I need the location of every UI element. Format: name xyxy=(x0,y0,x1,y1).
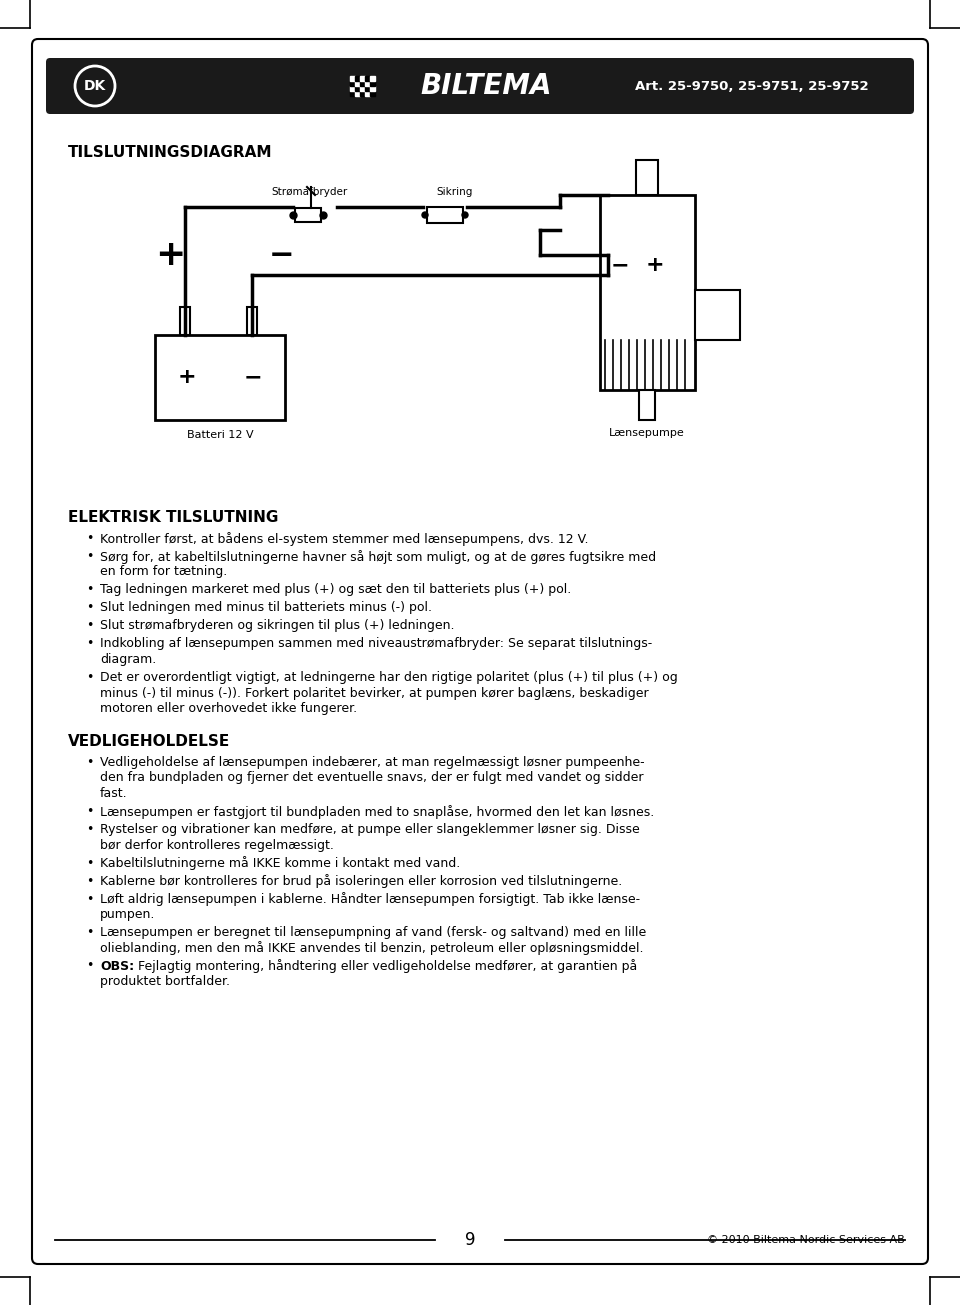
Circle shape xyxy=(462,211,468,218)
Bar xyxy=(350,86,355,91)
Text: 9: 9 xyxy=(465,1231,475,1249)
Text: •: • xyxy=(86,805,93,818)
Text: Batteri 12 V: Batteri 12 V xyxy=(186,431,253,440)
Text: Lænsepumpe: Lænsepumpe xyxy=(610,428,684,438)
Bar xyxy=(350,81,355,86)
Bar xyxy=(360,76,365,81)
Text: Kablerne bør kontrolleres for brud på isoleringen eller korrosion ved tilslutnin: Kablerne bør kontrolleres for brud på is… xyxy=(100,874,622,889)
Text: Løft aldrig lænsepumpen i kablerne. Håndter lænsepumpen forsigtigt. Tab ikke læn: Løft aldrig lænsepumpen i kablerne. Hånd… xyxy=(100,893,640,907)
Bar xyxy=(360,91,365,97)
Text: © 2010 Biltema Nordic Services AB: © 2010 Biltema Nordic Services AB xyxy=(708,1235,905,1245)
Text: •: • xyxy=(86,602,93,615)
Text: −: − xyxy=(611,254,630,275)
Text: diagram.: diagram. xyxy=(100,652,156,666)
Text: •: • xyxy=(86,856,93,869)
FancyBboxPatch shape xyxy=(32,39,928,1265)
Text: •: • xyxy=(86,756,93,769)
Text: •: • xyxy=(86,532,93,545)
Text: bør derfor kontrolleres regelmæssigt.: bør derfor kontrolleres regelmæssigt. xyxy=(100,839,334,851)
Text: Art. 25-9750, 25-9751, 25-9752: Art. 25-9750, 25-9751, 25-9752 xyxy=(635,80,869,93)
Bar xyxy=(639,390,655,420)
Text: +: + xyxy=(646,254,664,275)
Text: •: • xyxy=(86,959,93,972)
Bar xyxy=(360,81,365,86)
Text: fast.: fast. xyxy=(100,787,128,800)
Text: −: − xyxy=(269,240,295,270)
Text: •: • xyxy=(86,874,93,887)
Bar xyxy=(370,91,375,97)
Bar xyxy=(427,207,463,223)
Text: Kabeltilslutningerne må IKKE komme i kontakt med vand.: Kabeltilslutningerne må IKKE komme i kon… xyxy=(100,856,460,870)
Text: Kontroller først, at bådens el-system stemmer med lænsepumpens, dvs. 12 V.: Kontroller først, at bådens el-system st… xyxy=(100,532,588,545)
Bar xyxy=(360,86,365,91)
Text: Indkobling af lænsepumpen sammen med niveaustrømafbryder: Se separat tilslutning: Indkobling af lænsepumpen sammen med niv… xyxy=(100,638,652,650)
Bar xyxy=(355,91,360,97)
Text: Lænsepumpen er fastgjort til bundpladen med to snaplåse, hvormed den let kan løs: Lænsepumpen er fastgjort til bundpladen … xyxy=(100,805,655,820)
Text: •: • xyxy=(86,927,93,940)
Bar xyxy=(370,86,375,91)
Text: den fra bundpladen og fjerner det eventuelle snavs, der er fulgt med vandet og s: den fra bundpladen og fjerner det eventu… xyxy=(100,771,643,784)
Bar xyxy=(365,91,370,97)
Bar xyxy=(350,91,355,97)
Text: Strømafbryder: Strømafbryder xyxy=(272,187,348,197)
Text: minus (-) til minus (-)). Forkert polaritet bevirker, at pumpen kører baglæns, b: minus (-) til minus (-)). Forkert polari… xyxy=(100,686,649,699)
Text: Sikring: Sikring xyxy=(437,187,473,197)
Text: •: • xyxy=(86,549,93,562)
Text: VEDLIGEHOLDELSE: VEDLIGEHOLDELSE xyxy=(68,733,230,749)
Text: Fejlagtig montering, håndtering eller vedligeholdelse medfører, at garantien på: Fejlagtig montering, håndtering eller ve… xyxy=(138,959,637,974)
Text: pumpen.: pumpen. xyxy=(100,908,156,921)
Text: +: + xyxy=(155,238,185,271)
Bar xyxy=(355,81,360,86)
Text: •: • xyxy=(86,638,93,650)
Text: •: • xyxy=(86,620,93,633)
Text: Tag ledningen markeret med plus (+) og sæt den til batteriets plus (+) pol.: Tag ledningen markeret med plus (+) og s… xyxy=(100,583,571,596)
Text: Lænsepumpen er beregnet til lænsepumpning af vand (fersk- og saltvand) med en li: Lænsepumpen er beregnet til lænsepumpnin… xyxy=(100,927,646,940)
Text: +: + xyxy=(178,367,196,388)
Text: Slut strømafbryderen og sikringen til plus (+) ledningen.: Slut strømafbryderen og sikringen til pl… xyxy=(100,620,454,633)
Text: OBS:: OBS: xyxy=(100,959,134,972)
Text: en form for tætning.: en form for tætning. xyxy=(100,565,228,578)
Text: •: • xyxy=(86,823,93,837)
FancyBboxPatch shape xyxy=(46,57,914,114)
Bar xyxy=(370,76,375,81)
Text: DK: DK xyxy=(84,80,107,93)
Text: Det er overordentligt vigtigt, at ledningerne har den rigtige polaritet (plus (+: Det er overordentligt vigtigt, at lednin… xyxy=(100,671,678,684)
Text: Slut ledningen med minus til batteriets minus (-) pol.: Slut ledningen med minus til batteriets … xyxy=(100,602,432,615)
Bar xyxy=(365,86,370,91)
Bar xyxy=(355,86,360,91)
Bar xyxy=(600,194,695,390)
Text: motoren eller overhovedet ikke fungerer.: motoren eller overhovedet ikke fungerer. xyxy=(100,702,357,715)
Bar xyxy=(155,335,285,420)
Circle shape xyxy=(422,211,428,218)
Bar xyxy=(695,290,740,341)
Text: Sørg for, at kabeltilslutningerne havner så højt som muligt, og at de gøres fugt: Sørg for, at kabeltilslutningerne havner… xyxy=(100,549,656,564)
Text: ELEKTRISK TILSLUTNING: ELEKTRISK TILSLUTNING xyxy=(68,510,278,525)
Bar xyxy=(355,76,360,81)
Bar xyxy=(365,76,370,81)
Text: •: • xyxy=(86,893,93,906)
Text: TILSLUTNINGSDIAGRAM: TILSLUTNINGSDIAGRAM xyxy=(68,145,273,161)
Text: •: • xyxy=(86,583,93,596)
Bar xyxy=(636,161,658,194)
Text: Vedligeholdelse af lænsepumpen indebærer, at man regelmæssigt løsner pumpeenhe-: Vedligeholdelse af lænsepumpen indebærer… xyxy=(100,756,644,769)
Bar xyxy=(247,307,257,335)
Text: −: − xyxy=(244,367,262,388)
Bar xyxy=(180,307,190,335)
Bar xyxy=(295,207,321,222)
Text: •: • xyxy=(86,671,93,684)
Bar xyxy=(365,81,370,86)
Text: Rystelser og vibrationer kan medføre, at pumpe eller slangeklemmer løsner sig. D: Rystelser og vibrationer kan medføre, at… xyxy=(100,823,639,837)
Bar xyxy=(370,81,375,86)
Bar xyxy=(350,76,355,81)
Text: produktet bortfalder.: produktet bortfalder. xyxy=(100,975,230,988)
Text: olieblanding, men den må IKKE anvendes til benzin, petroleum eller opløsningsmid: olieblanding, men den må IKKE anvendes t… xyxy=(100,941,643,955)
Text: BILTEMA: BILTEMA xyxy=(420,72,551,100)
